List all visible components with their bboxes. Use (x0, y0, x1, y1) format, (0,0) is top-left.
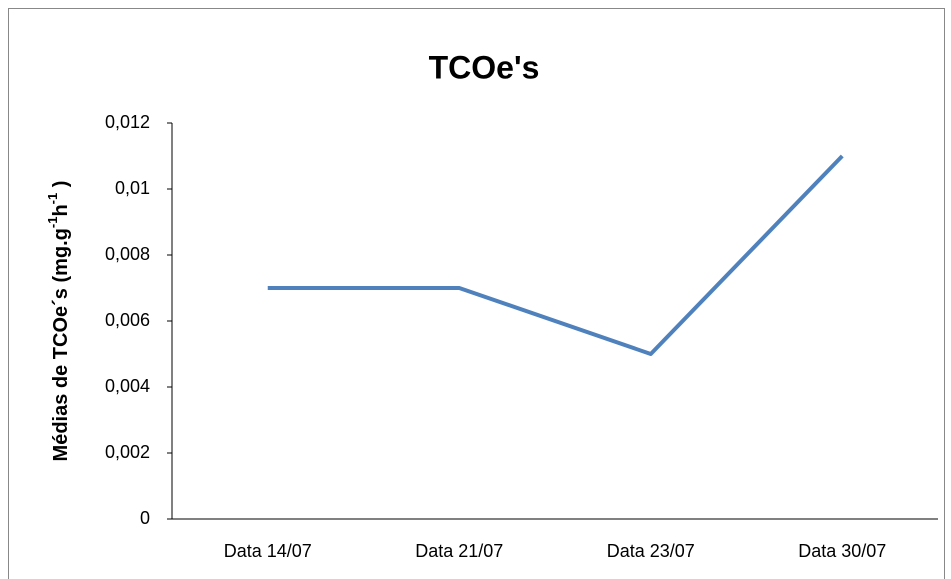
data-line (267, 154, 844, 356)
y-label-sup: -1 (45, 193, 60, 205)
y-tick-label: 0,012 (105, 112, 150, 132)
x-tick-label: Data 21/07 (415, 541, 503, 561)
x-tick-label: Data 23/07 (607, 541, 695, 561)
x-tick-label: Data 14/07 (224, 541, 312, 561)
x-tick-label: Data 30/07 (798, 541, 886, 561)
y-label-part: Médias de TCOe´s (mg.g (50, 228, 72, 461)
y-tick-label: 0,01 (115, 178, 150, 198)
y-tick-label: 0,008 (105, 244, 150, 264)
y-tick-label: 0,002 (105, 442, 150, 462)
y-label-part: h (50, 204, 72, 216)
y-label-sup: -1 (45, 217, 60, 229)
y-tick-label: 0,006 (105, 310, 150, 330)
y-tick-label: 0,004 (105, 376, 150, 396)
y-label-part: ) (50, 181, 72, 193)
y-tick-label: 0 (140, 508, 150, 528)
chart-title: TCOe's (429, 49, 540, 85)
y-axis-label: Médias de TCOe´s (mg.g-1h-1 ) (45, 181, 72, 462)
